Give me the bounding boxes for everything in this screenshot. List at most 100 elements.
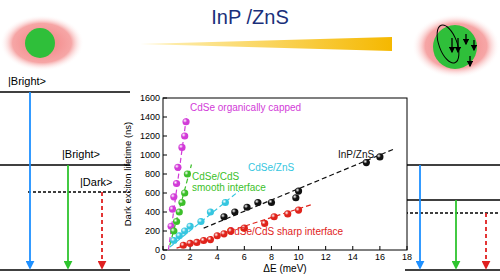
series-label: CdSe/ZnS bbox=[248, 162, 294, 173]
level-label: |Bright> bbox=[8, 75, 46, 87]
data-point bbox=[173, 180, 180, 187]
data-point bbox=[176, 208, 183, 215]
nanocrystal-halo bbox=[0, 15, 84, 71]
nanocrystal-halo bbox=[412, 14, 500, 78]
data-point bbox=[181, 189, 188, 196]
data-point bbox=[169, 206, 176, 213]
y-tick-label: 1400 bbox=[140, 112, 160, 122]
x-tick bbox=[352, 246, 353, 250]
data-point bbox=[220, 213, 227, 220]
y-tick-label: 1600 bbox=[140, 93, 160, 103]
y-axis-label: Dark exciton lifetime (ns) bbox=[122, 122, 133, 227]
y-tick-label: 0 bbox=[155, 245, 160, 255]
data-point bbox=[222, 199, 229, 206]
data-point bbox=[292, 194, 299, 201]
x-tick-label: 10 bbox=[294, 252, 304, 262]
data-point bbox=[197, 218, 204, 225]
title: InP /ZnS bbox=[211, 6, 288, 28]
x-tick-label: 2 bbox=[188, 252, 193, 262]
x-tick bbox=[271, 246, 272, 250]
y-tick bbox=[163, 231, 167, 232]
y-tick-label: 600 bbox=[145, 188, 160, 198]
y-tick bbox=[163, 174, 167, 175]
x-tick-label: 6 bbox=[242, 252, 247, 262]
data-point bbox=[271, 213, 278, 220]
x-axis-label: ΔE (meV) bbox=[263, 263, 306, 274]
spin-arrow bbox=[465, 34, 466, 44]
data-point bbox=[170, 227, 177, 234]
spin-arrow bbox=[451, 38, 452, 52]
data-point bbox=[231, 208, 238, 215]
x-tick-label: 12 bbox=[321, 252, 331, 262]
data-point bbox=[295, 207, 302, 214]
x-tick bbox=[407, 246, 408, 250]
series-label: CdSe/CdSsmooth interface bbox=[192, 171, 266, 193]
y-tick bbox=[163, 117, 167, 118]
y-tick bbox=[163, 193, 167, 194]
plot-frame bbox=[163, 98, 407, 250]
data-point bbox=[284, 210, 291, 217]
x-tick bbox=[379, 246, 380, 250]
nanocrystal-core bbox=[25, 28, 55, 58]
data-point bbox=[173, 218, 180, 225]
y-tick-label: 800 bbox=[145, 169, 160, 179]
data-point bbox=[376, 153, 383, 160]
data-point bbox=[268, 199, 275, 206]
wedge bbox=[140, 37, 392, 51]
transition-arrow bbox=[455, 200, 457, 268]
data-point bbox=[181, 132, 188, 139]
series-label: CdSe organically capped bbox=[190, 102, 301, 113]
spin-arrow bbox=[457, 38, 458, 52]
y-tick bbox=[163, 212, 167, 213]
x-tick bbox=[163, 246, 164, 250]
data-point bbox=[174, 164, 181, 171]
data-point bbox=[182, 118, 189, 125]
energy-level bbox=[405, 269, 500, 270]
y-tick-label: 1200 bbox=[140, 131, 160, 141]
data-point bbox=[187, 223, 194, 230]
orbit bbox=[433, 22, 464, 66]
fit-line bbox=[170, 191, 239, 247]
y-tick bbox=[163, 136, 167, 137]
spin-arrow bbox=[469, 56, 470, 66]
fit-line bbox=[170, 165, 192, 246]
spin-arrow bbox=[473, 40, 474, 50]
transition-arrow bbox=[29, 92, 31, 268]
x-tick bbox=[298, 246, 299, 250]
x-tick-label: 18 bbox=[402, 252, 412, 262]
data-point bbox=[214, 232, 221, 239]
energy-level bbox=[0, 91, 130, 92]
data-point bbox=[207, 236, 214, 243]
series-label: InP/ZnS bbox=[338, 149, 374, 160]
transition-arrow bbox=[419, 165, 421, 268]
x-tick bbox=[244, 246, 245, 250]
data-point bbox=[180, 242, 187, 249]
energy-level bbox=[28, 191, 130, 192]
series-label: CdSe/CdS sharp interface bbox=[227, 226, 344, 237]
data-point bbox=[181, 227, 188, 234]
data-point bbox=[243, 204, 250, 211]
level-label: |Dark> bbox=[80, 176, 113, 188]
x-tick-label: 8 bbox=[269, 252, 274, 262]
data-point bbox=[170, 193, 177, 200]
transition-arrow bbox=[485, 213, 487, 268]
x-tick-label: 14 bbox=[348, 252, 358, 262]
y-tick bbox=[163, 250, 167, 251]
level-label: |Bright> bbox=[62, 148, 100, 160]
y-tick bbox=[163, 155, 167, 156]
data-point bbox=[254, 199, 261, 206]
data-point bbox=[176, 232, 183, 239]
page: InP /ZnS |Bright> |Bright> |Dark> 0 2 4 6 8 10 12 1… bbox=[0, 0, 500, 280]
x-tick bbox=[325, 246, 326, 250]
transition-arrow bbox=[101, 192, 103, 268]
data-point bbox=[295, 188, 302, 195]
data-point bbox=[193, 239, 200, 246]
energy-level bbox=[0, 164, 130, 165]
x-tick bbox=[217, 246, 218, 250]
data-point bbox=[207, 208, 214, 215]
x-tick-label: 4 bbox=[215, 252, 220, 262]
data-point bbox=[184, 170, 191, 177]
y-tick-label: 200 bbox=[145, 226, 160, 236]
y-tick-label: 400 bbox=[145, 207, 160, 217]
data-point bbox=[178, 144, 185, 151]
